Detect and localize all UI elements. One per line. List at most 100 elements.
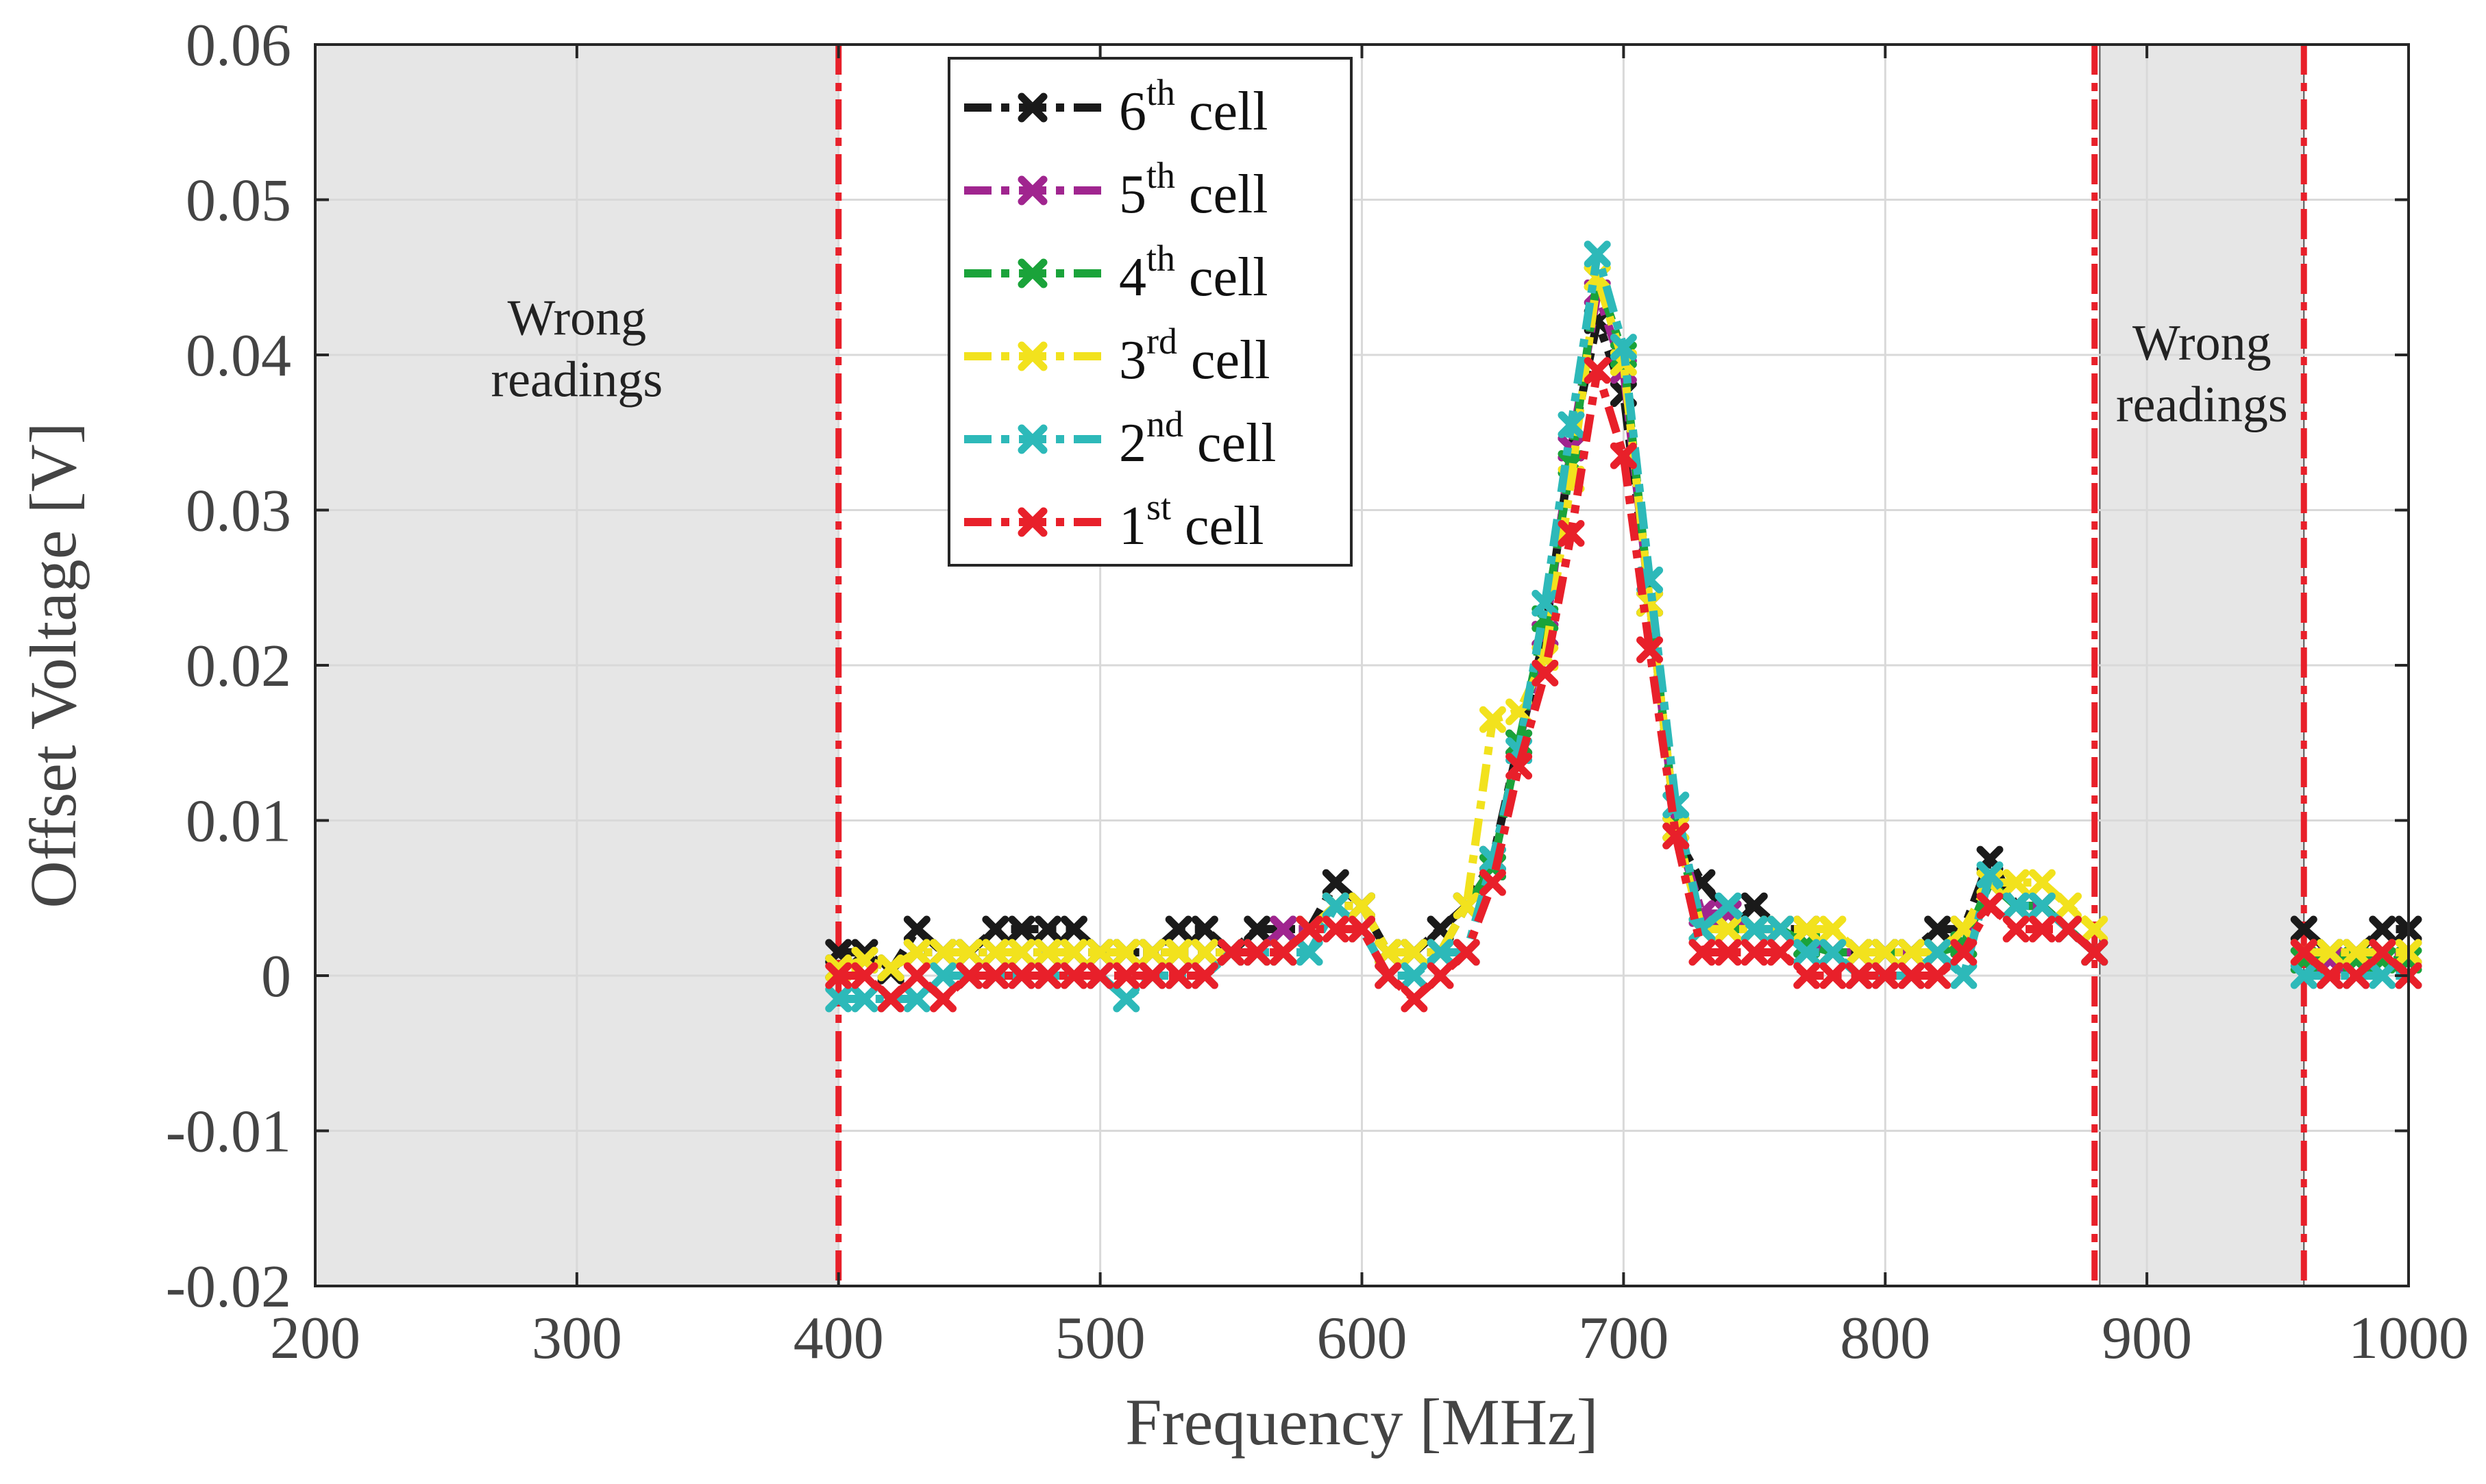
series-marker: [2316, 939, 2343, 966]
wrong-readings-line: Wrong: [508, 290, 647, 347]
y-tick-label: 0.03: [186, 478, 291, 545]
legend-cell-word: cell: [1175, 82, 1268, 142]
series-marker: [1871, 962, 1899, 989]
series-marker: [2369, 962, 2396, 989]
series-marker: [1871, 939, 1899, 966]
legend-marker-5: [1018, 424, 1048, 454]
legend-cell-word: cell: [1183, 413, 1276, 473]
series-marker: [2343, 962, 2370, 989]
series-marker: [930, 962, 957, 989]
series-marker: [903, 939, 931, 966]
y-tick-label: -0.02: [166, 1254, 291, 1320]
series-marker: [1767, 915, 1794, 943]
series-marker: [2081, 939, 2108, 966]
series-marker: [2081, 915, 2108, 943]
series-marker: [1270, 915, 1297, 943]
legend-ordinal-suffix: th: [1146, 72, 1175, 113]
series-marker: [1924, 939, 1952, 966]
series-marker: [1060, 915, 1087, 943]
series-marker: [1714, 915, 1742, 943]
series-marker: [2290, 915, 2317, 943]
series-marker: [982, 915, 1009, 943]
series-marker: [1401, 939, 1428, 966]
series-marker: [1610, 442, 1637, 469]
series-marker: [1244, 939, 1271, 966]
series-marker: [956, 962, 983, 989]
y-tick-label: 0.06: [186, 12, 291, 79]
series-marker: [2369, 939, 2396, 966]
x-tick-label: 500: [1055, 1305, 1146, 1372]
legend-label-2: 5th cell: [1119, 155, 1268, 225]
series-marker: [1662, 822, 1690, 850]
series-marker: [1897, 939, 1925, 966]
series-marker: [2028, 892, 2056, 919]
wrong-readings-label-2: Wrong readings: [2116, 315, 2288, 433]
series-marker: [1349, 892, 1375, 919]
series-marker: [930, 939, 957, 966]
legend-ordinal: 3: [1119, 330, 1146, 391]
series-marker: [1349, 915, 1375, 943]
series-marker: [1087, 962, 1114, 989]
series-marker: [1845, 939, 1873, 966]
series-marker: [1191, 915, 1218, 943]
series-marker: [1165, 915, 1192, 943]
series-marker: [1453, 939, 1480, 966]
series-marker: [851, 962, 878, 989]
series-marker: [1113, 962, 1140, 989]
legend-marker-3: [1018, 258, 1048, 288]
x-tick-label: 300: [532, 1305, 622, 1372]
series-marker: [1165, 939, 1192, 966]
series-marker: [1034, 962, 1061, 989]
series-marker: [1139, 939, 1166, 966]
x-tick-label: 800: [1840, 1305, 1930, 1372]
y-tick-label: 0.05: [186, 168, 291, 234]
series-6: [825, 357, 2422, 1013]
legend-ordinal: 2: [1119, 413, 1146, 473]
series-marker: [1636, 636, 1664, 663]
series-marker: [1531, 589, 1559, 617]
series-marker: [1322, 915, 1349, 943]
series-marker: [903, 962, 931, 989]
series-marker: [1191, 962, 1218, 989]
series-marker: [1322, 892, 1349, 919]
series-marker: [1845, 962, 1873, 989]
series-marker: [1322, 869, 1349, 896]
legend-ordinal: 6: [1119, 82, 1146, 142]
grid-lines: [315, 45, 2409, 1286]
legend-marker-6: [1018, 507, 1048, 537]
legend-label-5: 2nd cell: [1119, 404, 1276, 473]
series-marker: [1244, 915, 1271, 943]
series-marker: [1558, 519, 1585, 547]
y-axis-label: Offset Voltage [V]: [16, 422, 90, 908]
axis-ticks: 200 300 400 500 600 700 800 900 1000 -0.02 -0.01 0 0…: [166, 12, 2469, 1372]
series-marker: [1584, 357, 1611, 384]
series-marker: [1296, 915, 1323, 943]
legend-marker-2: [1018, 175, 1048, 206]
series-marker: [1113, 939, 1140, 966]
series-marker: [2002, 892, 2030, 919]
legend-label-1: 6th cell: [1119, 72, 1268, 142]
series-marker: [2028, 869, 2056, 896]
series-marker: [1479, 706, 1506, 733]
y-tick-label: 0: [261, 943, 291, 1010]
series-marker: [2316, 962, 2343, 989]
series-marker: [1427, 962, 1454, 989]
series-marker: [1453, 892, 1480, 919]
series-marker: [1950, 962, 1978, 989]
series-marker: [825, 962, 852, 989]
series-marker: [1793, 939, 1821, 966]
series-marker: [2369, 915, 2396, 943]
series-marker: [2290, 962, 2317, 989]
wrong-readings-label-1: Wrong readings: [491, 290, 663, 408]
legend-cell-word: cell: [1175, 164, 1268, 225]
y-tick-label: 0.04: [186, 323, 291, 389]
x-tick-label: 200: [270, 1305, 360, 1372]
series-marker: [1740, 939, 1768, 966]
series-marker: [1819, 939, 1847, 966]
series-marker: [1793, 962, 1821, 989]
legend-ordinal-suffix: th: [1146, 155, 1175, 196]
series-marker: [1008, 915, 1035, 943]
legend-marker-1: [1018, 92, 1048, 123]
series-marker: [930, 985, 957, 1013]
